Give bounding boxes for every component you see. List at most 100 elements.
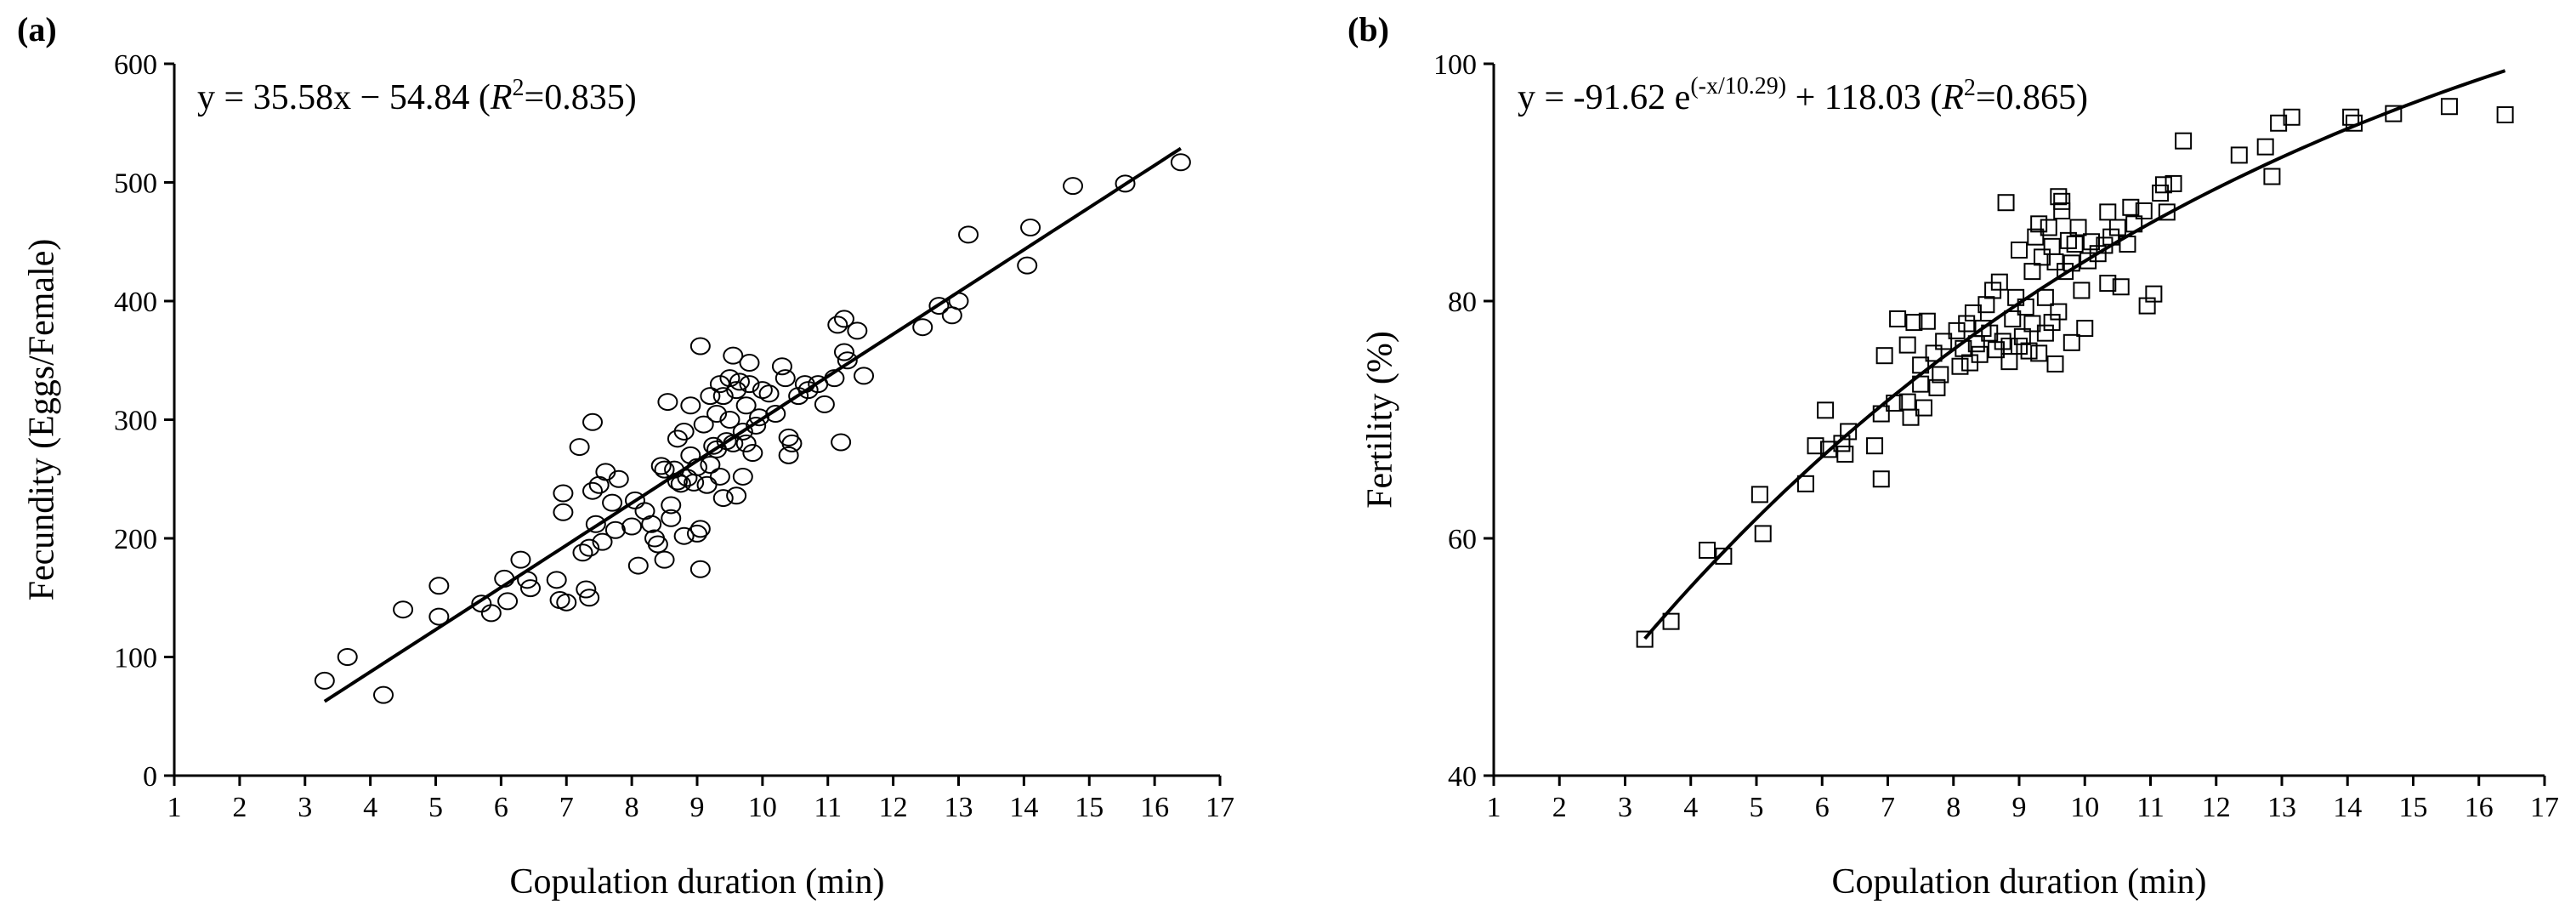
y-tick-label: 0 — [143, 761, 157, 793]
data-point — [706, 405, 728, 424]
data-point — [582, 412, 603, 431]
x-tick-label: 15 — [2399, 792, 2428, 823]
x-tick-label: 9 — [690, 792, 705, 823]
x-tick-label: 11 — [814, 792, 842, 823]
data-point — [1063, 177, 1084, 196]
data-point — [2004, 310, 2022, 327]
data-point — [687, 524, 707, 543]
data-point — [847, 321, 868, 340]
data-point — [2030, 344, 2048, 362]
data-point — [2023, 263, 2041, 281]
data-point — [519, 579, 541, 598]
data-point — [765, 405, 786, 424]
data-point — [2043, 314, 2061, 332]
data-point — [2011, 338, 2028, 355]
data-point — [2040, 219, 2057, 236]
data-point — [2496, 105, 2514, 123]
data-point — [2154, 176, 2172, 194]
data-point — [735, 396, 757, 415]
data-point — [1636, 630, 1654, 648]
data-point — [654, 460, 675, 479]
data-point — [1958, 315, 1976, 333]
equation-text-mid: + 118.03 ( — [1786, 78, 1942, 117]
data-point — [2030, 215, 2048, 233]
data-point — [700, 387, 721, 406]
data-point — [2046, 355, 2064, 373]
fit-line — [323, 146, 1182, 703]
data-point — [1971, 345, 1989, 363]
data-point — [2023, 315, 2041, 333]
data-point — [624, 491, 645, 509]
data-point — [1902, 408, 1920, 426]
data-point — [2046, 253, 2064, 270]
y-tick-label: 300 — [114, 406, 157, 437]
data-point — [2158, 203, 2176, 221]
data-point — [337, 648, 358, 666]
x-tick-label: 17 — [2530, 792, 2559, 823]
data-point — [689, 560, 711, 578]
y-tick-label: 60 — [1448, 524, 1477, 555]
fit-equation: y = 35.58x − 54.84 (R2=0.835) — [197, 75, 637, 117]
data-point — [556, 593, 577, 611]
data-point — [553, 503, 574, 521]
data-point — [595, 463, 616, 481]
y-tick-label: 500 — [114, 168, 157, 200]
data-point — [837, 351, 858, 370]
x-axis-label: Copulation duration (min) — [1832, 862, 2207, 901]
x-tick-label: 14 — [2333, 792, 2362, 823]
data-point — [2050, 303, 2068, 321]
data-point — [1974, 320, 1992, 338]
data-point — [576, 580, 597, 599]
data-point — [1935, 333, 1953, 350]
data-point — [673, 526, 695, 545]
data-point — [1699, 541, 1716, 559]
x-tick-label: 5 — [428, 792, 443, 823]
data-point — [2043, 237, 2061, 255]
data-point — [831, 433, 852, 452]
data-point — [2112, 278, 2130, 296]
x-tick-label: 4 — [1683, 792, 1698, 823]
data-point — [732, 467, 753, 486]
data-point — [1750, 486, 1768, 503]
x-tick-label: 1 — [167, 792, 182, 823]
data-point — [781, 434, 803, 452]
data-point — [742, 444, 763, 463]
data-point — [1905, 314, 1923, 332]
r2-value: =0.865) — [1976, 78, 2088, 117]
data-point — [2256, 138, 2274, 156]
data-point — [2230, 146, 2248, 164]
x-tick-label: 3 — [298, 792, 312, 823]
data-point — [778, 446, 799, 464]
x-tick-label: 7 — [1881, 792, 1895, 823]
x-tick-label: 17 — [1206, 792, 1234, 823]
data-point — [569, 438, 590, 457]
data-point — [428, 577, 450, 595]
data-point — [854, 367, 875, 385]
data-point — [654, 550, 675, 569]
x-tick-label: 1 — [1487, 792, 1501, 823]
data-point — [771, 357, 792, 376]
data-point — [2073, 282, 2091, 299]
data-point — [604, 520, 626, 539]
data-point — [497, 592, 519, 611]
data-point — [2034, 248, 2051, 266]
x-tick-label: 8 — [625, 792, 639, 823]
data-point — [1932, 366, 1949, 384]
data-point — [928, 297, 950, 316]
data-point — [1170, 153, 1191, 172]
data-point — [1020, 219, 1041, 237]
data-point — [650, 457, 672, 475]
data-point — [726, 486, 747, 505]
data-point — [1990, 273, 2008, 291]
data-point — [510, 550, 531, 569]
data-point — [749, 408, 770, 427]
data-point — [1898, 336, 1916, 354]
y-tick-label: 600 — [114, 49, 157, 81]
y-tick-label: 100 — [114, 643, 157, 674]
x-tick-label: 2 — [1552, 792, 1567, 823]
data-point — [592, 532, 613, 551]
data-point — [602, 493, 623, 512]
data-point — [585, 515, 606, 533]
data-point — [670, 475, 691, 493]
